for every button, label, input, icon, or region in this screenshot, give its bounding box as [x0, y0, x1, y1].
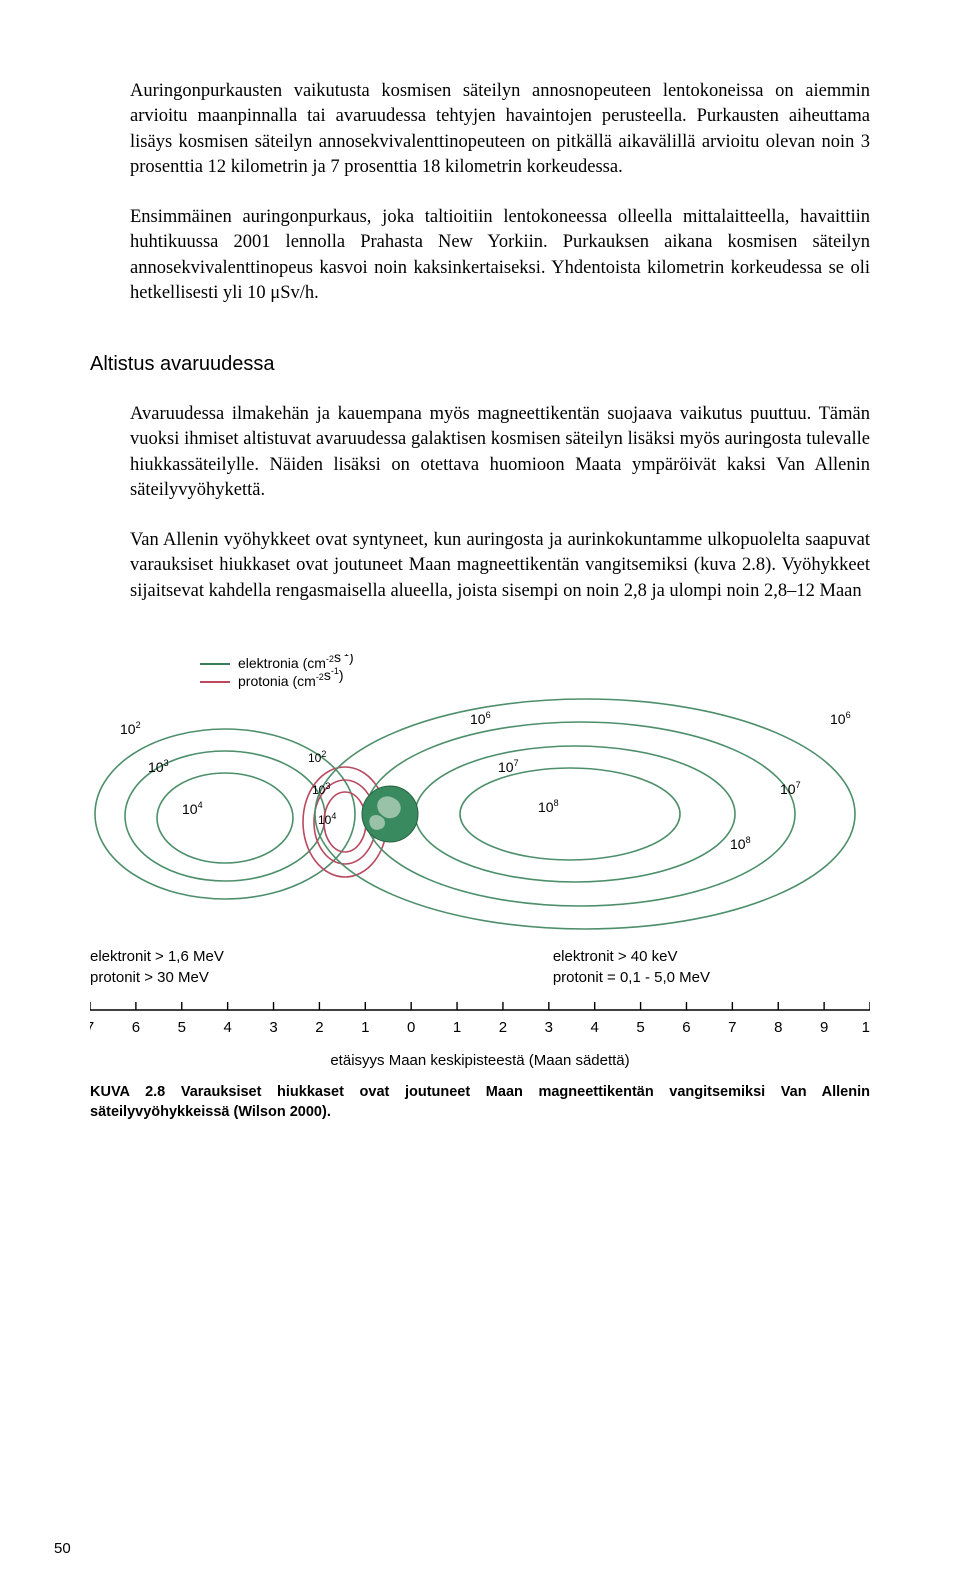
svg-text:1: 1 [453, 1019, 461, 1036]
svg-text:9: 9 [820, 1019, 828, 1036]
van-allen-diagram: elektronia (cm-2s-1) protonia (cm-2s-1) [90, 654, 870, 934]
svg-text:103: 103 [312, 781, 330, 797]
svg-text:6: 6 [682, 1019, 690, 1036]
axis: 7654321012345678910 [90, 998, 870, 1048]
svg-text:106: 106 [470, 710, 491, 727]
svg-text:108: 108 [730, 835, 751, 852]
legend-left-line1: elektronit > 1,6 MeV [90, 946, 224, 967]
svg-text:108: 108 [538, 798, 559, 815]
svg-text:103: 103 [148, 758, 169, 775]
svg-text:2: 2 [499, 1019, 507, 1036]
svg-text:104: 104 [182, 800, 203, 817]
svg-text:107: 107 [780, 780, 801, 797]
legend-right-line2: protonit = 0,1 - 5,0 MeV [553, 967, 710, 988]
svg-text:8: 8 [774, 1019, 782, 1036]
paragraph-3: Avaruudessa ilmakehän ja kauempana myös … [130, 402, 870, 504]
paragraph-1: Auringonpurkausten vaikutusta kosmisen s… [130, 79, 870, 181]
legend-right-line1: elektronit > 40 keV [553, 946, 710, 967]
svg-text:5: 5 [178, 1019, 186, 1036]
svg-text:1: 1 [361, 1019, 369, 1036]
page-number: 50 [54, 1540, 71, 1557]
svg-text:4: 4 [591, 1019, 599, 1036]
svg-text:6: 6 [132, 1019, 140, 1036]
svg-text:102: 102 [308, 749, 326, 765]
figure-caption: KUVA 2.8 Varauksiset hiukkaset ovat jout… [90, 1083, 870, 1122]
paragraph-2: Ensimmäinen auringonpurkaus, joka taltio… [130, 205, 870, 307]
svg-text:104: 104 [318, 811, 336, 827]
axis-label: etäisyys Maan keskipisteestä (Maan sädet… [90, 1052, 870, 1069]
legend-left-line2: protonit > 30 MeV [90, 967, 224, 988]
svg-text:106: 106 [830, 710, 851, 727]
legend-bottom: elektronit > 1,6 MeV protonit > 30 MeV e… [90, 946, 870, 988]
svg-text:7: 7 [90, 1019, 94, 1036]
section-heading: Altistus avaruudessa [90, 353, 870, 376]
svg-text:5: 5 [636, 1019, 644, 1036]
svg-text:4: 4 [223, 1019, 231, 1036]
paragraph-4: Van Allenin vyöhykkeet ovat syntyneet, k… [130, 528, 870, 605]
svg-text:3: 3 [269, 1019, 277, 1036]
svg-text:3: 3 [545, 1019, 553, 1036]
svg-text:10: 10 [862, 1019, 870, 1036]
svg-text:102: 102 [120, 720, 141, 737]
svg-text:7: 7 [728, 1019, 736, 1036]
svg-text:2: 2 [315, 1019, 323, 1036]
figure-van-allen: elektronia (cm-2s-1) protonia (cm-2s-1) [90, 654, 870, 1122]
svg-text:0: 0 [407, 1019, 415, 1036]
svg-text:107: 107 [498, 758, 519, 775]
